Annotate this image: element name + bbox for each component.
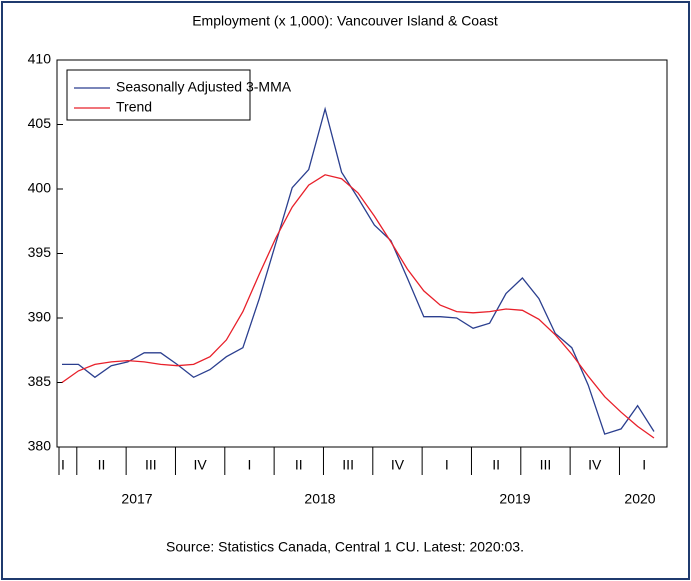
x-tick-label: III <box>540 457 552 473</box>
x-tick-label: I <box>445 457 449 473</box>
legend-label: Seasonally Adjusted 3-MMA <box>116 79 292 95</box>
y-tick-label: 390 <box>28 309 52 325</box>
x-tick-label: II <box>98 457 106 473</box>
x-tick-label: II <box>295 457 303 473</box>
x-tick-label: I <box>61 457 65 473</box>
series-line <box>62 106 655 435</box>
year-label: 2018 <box>304 491 335 507</box>
chart-title: Employment (x 1,000): Vancouver Island &… <box>192 13 498 29</box>
x-tick-label: IV <box>588 457 602 473</box>
y-tick-label: 410 <box>28 51 52 67</box>
year-label: 2019 <box>499 491 530 507</box>
x-tick-label: II <box>492 457 500 473</box>
year-label: 2017 <box>121 491 152 507</box>
x-tick-label: I <box>642 457 646 473</box>
series-line <box>61 174 655 439</box>
y-tick-label: 395 <box>28 244 52 260</box>
x-tick-label: IV <box>391 457 405 473</box>
source-note: Source: Statistics Canada, Central 1 CU.… <box>166 539 524 555</box>
y-tick-label: 385 <box>28 373 52 389</box>
legend-label: Trend <box>116 99 152 115</box>
x-tick-label: III <box>145 457 157 473</box>
y-tick-label: 400 <box>28 180 52 196</box>
y-tick-label: 380 <box>28 438 52 454</box>
year-label: 2020 <box>624 491 655 507</box>
y-tick-label: 405 <box>28 115 52 131</box>
x-tick-label: IV <box>194 457 208 473</box>
x-tick-label: III <box>342 457 354 473</box>
x-tick-label: I <box>248 457 252 473</box>
legend-box <box>66 69 251 121</box>
